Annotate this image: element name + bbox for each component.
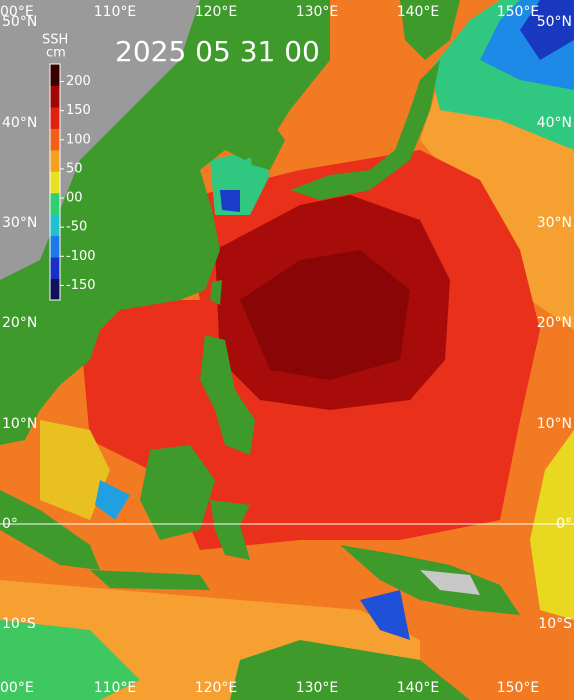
colorbar-tick-label: 100 — [66, 132, 91, 147]
lon-label-bottom: 150°E — [497, 680, 540, 696]
lon-label-top: 00°E — [0, 4, 34, 20]
colorbar-swatch — [50, 235, 60, 258]
colorbar: 200 150 100 50 00 -50 -100 -150 — [49, 63, 96, 301]
colorbar-tick-label: -100 — [66, 249, 96, 264]
map-title: 2025 05 31 00 — [115, 35, 320, 68]
lon-label-top: 120°E — [195, 4, 238, 20]
ocean-yellow-sea-blue — [220, 190, 240, 212]
lat-label-left: 10°S — [2, 616, 36, 632]
colorbar-tick-label: -50 — [66, 220, 87, 235]
graticule-labels: 50°N 50°N 40°N 40°N 30°N 30°N 20°N 20°N 10°N 10°N… — [0, 4, 572, 696]
colorbar-tick-label: 150 — [66, 103, 91, 118]
ocean-deep-blue — [520, 0, 574, 60]
lat-label-left: 10°N — [2, 416, 37, 432]
lon-label-top: 130°E — [296, 4, 339, 20]
colorbar-swatch — [50, 106, 60, 129]
lon-label-top: 150°E — [497, 4, 540, 20]
land-hokkaido — [400, 0, 460, 60]
land-japan — [290, 60, 440, 200]
colorbar-swatch — [50, 171, 60, 194]
lon-label-top: 140°E — [397, 4, 440, 20]
lon-label-bottom: 00°E — [0, 680, 34, 696]
colorbar-swatch — [50, 278, 60, 301]
lat-label-right: 0° — [556, 516, 572, 532]
ocean-scs-blue — [95, 480, 130, 520]
land-sulawesi — [210, 500, 250, 560]
colorbar-tick-label: 00 — [66, 191, 83, 206]
colorbar-frame — [49, 63, 61, 301]
lat-label-right: 20°N — [537, 315, 572, 331]
colorbar-tick-label: 50 — [66, 161, 83, 176]
lat-label-left: 20°N — [2, 315, 37, 331]
ocean-png-blue — [360, 590, 410, 640]
lon-label-bottom: 130°E — [296, 680, 339, 696]
colorbar-swatch — [50, 257, 60, 280]
land-java — [90, 570, 210, 590]
colorbar-title: SSH — [42, 33, 68, 48]
colorbar-swatch — [50, 214, 60, 237]
lon-label-bottom: 110°E — [94, 680, 137, 696]
colorbar-tick-label: 200 — [66, 74, 91, 89]
lat-label-left: 30°N — [2, 215, 37, 231]
colorbar-swatch — [50, 85, 60, 108]
lat-label-right: 10°S — [538, 616, 572, 632]
lat-label-left: 40°N — [2, 115, 37, 131]
land-philippines — [200, 335, 255, 455]
land-sumatra — [0, 490, 100, 570]
lat-label-right: 40°N — [537, 115, 572, 131]
land-taiwan — [210, 280, 222, 305]
ocean-scs-yellow — [40, 420, 110, 520]
lon-label-bottom: 140°E — [397, 680, 440, 696]
lat-label-right: 10°N — [537, 416, 572, 432]
lat-label-left: 0° — [2, 516, 18, 532]
colorbar-swatch — [50, 192, 60, 215]
ocean-darkest — [240, 250, 410, 380]
colorbar-swatch — [50, 128, 60, 151]
colorbar-swatch — [50, 149, 60, 172]
ocean-yellow — [530, 430, 574, 620]
colorbar-tick-label: -150 — [66, 278, 96, 293]
land-korea — [245, 120, 285, 170]
land-borneo — [140, 445, 215, 540]
colorbar-swatch — [50, 64, 60, 86]
land-australia — [230, 640, 470, 700]
lat-label-right: 30°N — [537, 215, 572, 231]
ocean-south-green — [0, 620, 140, 700]
lat-label-right: 50°N — [537, 14, 572, 30]
lon-label-bottom: 120°E — [195, 680, 238, 696]
colorbar-unit: cm — [46, 46, 66, 61]
lon-label-top: 110°E — [94, 4, 137, 20]
lat-label-left: 50°N — [2, 14, 37, 30]
land-new-guinea-highland — [420, 570, 480, 595]
